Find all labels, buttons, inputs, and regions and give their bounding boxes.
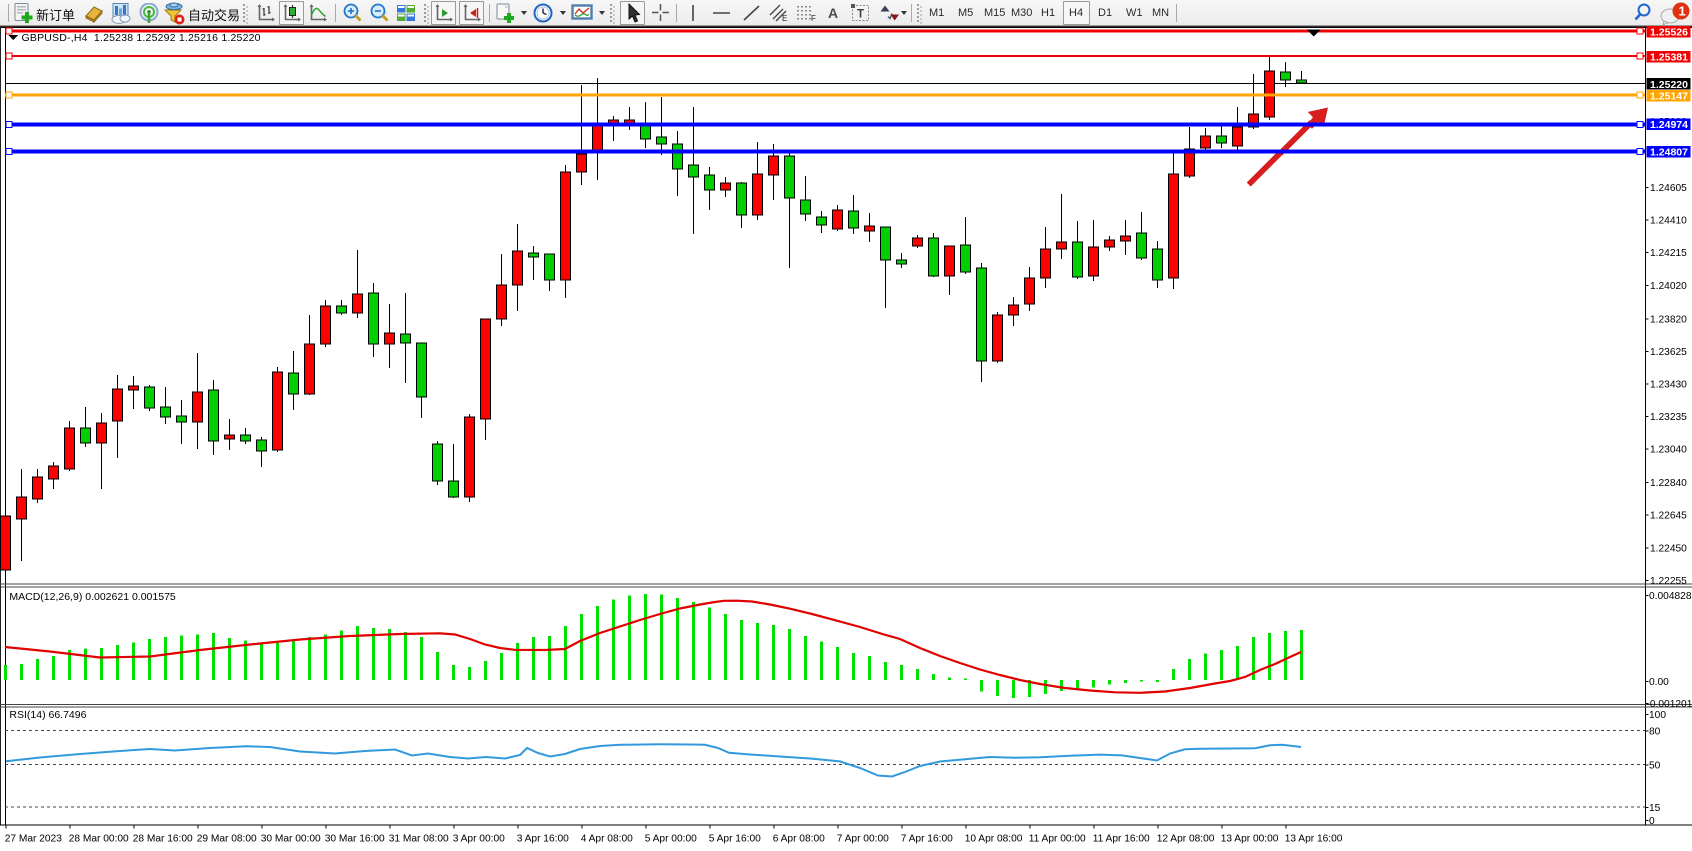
svg-text:1.23235: 1.23235 [1650, 412, 1687, 423]
svg-text:28 Mar 00:00: 28 Mar 00:00 [69, 834, 129, 845]
svg-text:4 Apr 08:00: 4 Apr 08:00 [581, 834, 633, 845]
svg-text:1.23040: 1.23040 [1650, 445, 1687, 456]
svg-text:1.24974: 1.24974 [1650, 119, 1688, 131]
svg-text:50: 50 [1649, 761, 1661, 772]
svg-text:7 Apr 00:00: 7 Apr 00:00 [837, 834, 889, 845]
svg-text:1.22840: 1.22840 [1650, 478, 1687, 489]
svg-text:1.24020: 1.24020 [1650, 281, 1687, 292]
svg-text:5 Apr 16:00: 5 Apr 16:00 [709, 834, 761, 845]
svg-text:F: F [811, 14, 816, 23]
svg-text:1.24807: 1.24807 [1650, 146, 1688, 158]
svg-text:27 Mar 2023: 27 Mar 2023 [5, 834, 63, 845]
svg-text:30 Mar 00:00: 30 Mar 00:00 [261, 834, 321, 845]
svg-text:1.24410: 1.24410 [1650, 216, 1687, 227]
svg-text:0: 0 [1649, 816, 1655, 827]
svg-text:31 Mar 08:00: 31 Mar 08:00 [389, 834, 449, 845]
svg-text:5 Apr 00:00: 5 Apr 00:00 [645, 834, 697, 845]
svg-text:1.24215: 1.24215 [1650, 248, 1687, 259]
svg-text:13 Apr 16:00: 13 Apr 16:00 [1285, 834, 1343, 845]
svg-text:15: 15 [1649, 803, 1661, 814]
svg-text:E: E [782, 14, 787, 23]
svg-text:1.22645: 1.22645 [1650, 511, 1687, 522]
svg-text:RSI(14) 66.7496: RSI(14) 66.7496 [9, 709, 86, 721]
svg-text:MACD(12,26,9) 0.002621 0.00157: MACD(12,26,9) 0.002621 0.001575 [9, 591, 176, 603]
svg-text:1.22255: 1.22255 [1650, 576, 1687, 587]
svg-text:11 Apr 00:00: 11 Apr 00:00 [1029, 834, 1086, 845]
svg-text:3 Apr 00:00: 3 Apr 00:00 [453, 834, 505, 845]
svg-text:3 Apr 16:00: 3 Apr 16:00 [517, 834, 569, 845]
svg-text:30 Mar 16:00: 30 Mar 16:00 [325, 834, 385, 845]
svg-text:1.25220: 1.25220 [1650, 79, 1688, 91]
svg-text:1.23430: 1.23430 [1650, 380, 1687, 391]
svg-text:1.23820: 1.23820 [1650, 314, 1687, 325]
svg-text:T: T [857, 9, 864, 21]
svg-text:28 Mar 16:00: 28 Mar 16:00 [133, 834, 193, 845]
svg-text:1.25381: 1.25381 [1650, 51, 1688, 63]
svg-text:GBPUSD-,H4 1.25238 1.25292 1.: GBPUSD-,H4 1.25238 1.25292 1.25216 1.252… [22, 32, 261, 44]
svg-text:29 Mar 08:00: 29 Mar 08:00 [197, 834, 257, 845]
svg-text:0.004828: 0.004828 [1649, 591, 1692, 602]
svg-text:10 Apr 08:00: 10 Apr 08:00 [965, 834, 1023, 845]
svg-text:1.25147: 1.25147 [1650, 90, 1688, 102]
svg-text:-0.001201: -0.001201 [1647, 699, 1692, 710]
svg-text:1.24605: 1.24605 [1650, 183, 1687, 194]
svg-text:6 Apr 08:00: 6 Apr 08:00 [773, 834, 825, 845]
svg-text:80: 80 [1649, 727, 1661, 738]
svg-text:7 Apr 16:00: 7 Apr 16:00 [901, 834, 953, 845]
svg-text:100: 100 [1649, 710, 1666, 721]
svg-text:1.22450: 1.22450 [1650, 543, 1687, 554]
svg-text:0.00: 0.00 [1649, 677, 1669, 688]
svg-text:1: 1 [1679, 4, 1686, 19]
svg-text:12 Apr 08:00: 12 Apr 08:00 [1157, 834, 1215, 845]
svg-text:11 Apr 16:00: 11 Apr 16:00 [1093, 834, 1150, 845]
svg-text:1.25526: 1.25526 [1650, 26, 1688, 38]
svg-text:1.23625: 1.23625 [1650, 347, 1687, 358]
svg-text:13 Apr 00:00: 13 Apr 00:00 [1221, 834, 1279, 845]
